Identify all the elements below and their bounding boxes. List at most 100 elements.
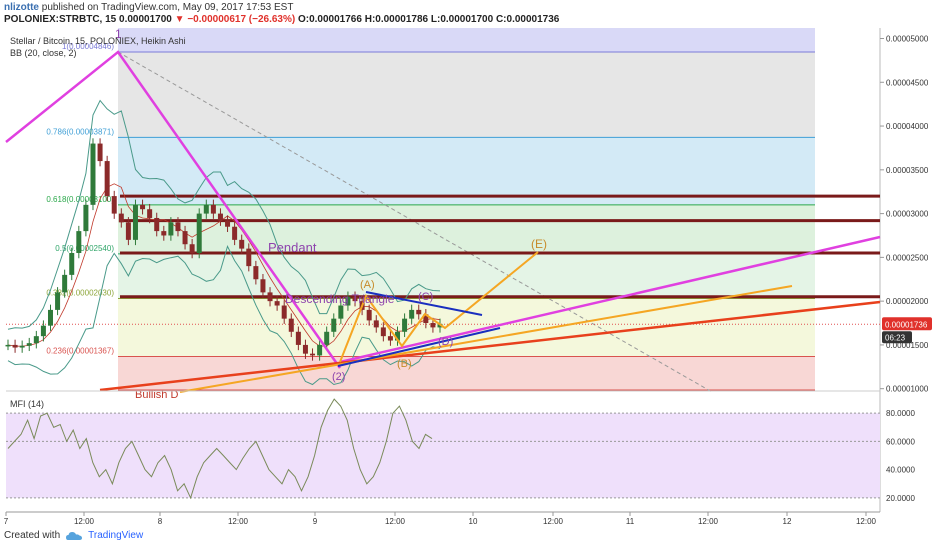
wave-2-label: (2) (332, 371, 345, 383)
x-tick-label: 11 (626, 517, 635, 526)
y-tick-label: 0.00003000 (886, 210, 929, 219)
candle-body (423, 314, 429, 324)
candle-body (366, 309, 372, 321)
candle-body (19, 345, 25, 348)
symbol-name: POLONIEX:STRBTC, 15 (4, 14, 117, 25)
candle-body (253, 266, 259, 280)
red-trendline (99, 300, 881, 392)
candle-body (196, 213, 202, 253)
candle-body (232, 226, 238, 240)
candle-body (118, 213, 124, 223)
candle-body (5, 344, 11, 347)
y-tick-label: 0.00005000 (886, 35, 929, 44)
bb-lower-band (7, 245, 441, 386)
bb-upper-band (7, 99, 441, 330)
y-tick-label: 0.00001000 (886, 385, 929, 394)
candle-body (317, 344, 323, 356)
candle-body (246, 248, 252, 267)
candle-body (225, 220, 231, 227)
triangle-label: Descending Triangle (285, 292, 395, 306)
candle-body (274, 301, 280, 306)
fib-label: 0.618(0.00003100) (46, 195, 114, 204)
y-tick-label: 0.00003500 (886, 166, 929, 175)
wave-1-label: 1 (115, 27, 122, 41)
candle-body (47, 309, 53, 326)
fib-label: 0.5(0.00002540) (55, 244, 114, 253)
publish-line: nlizotte published on TradingView.com, M… (4, 2, 293, 13)
y-tick-label: 0.00002500 (886, 253, 929, 262)
tradingview-cloud-icon (66, 531, 83, 540)
footer: Created with TradingView (4, 530, 143, 541)
candle-body (40, 325, 46, 337)
candle-body (83, 204, 89, 232)
candle-body (76, 231, 82, 253)
symbol-line: POLONIEX:STRBTC, 15 0.00001700 ▼ −0.0000… (4, 14, 559, 25)
mfi-tick-label: 60.0000 (886, 437, 915, 446)
candle-body (217, 213, 223, 221)
fib-label: 0.236(0.00001367) (46, 347, 114, 356)
x-tick-label: 8 (158, 517, 163, 526)
wave-d-label: (D) (438, 336, 453, 348)
countdown-tag (882, 331, 912, 344)
wave-b-label: (B) (397, 358, 412, 370)
trend-dash-line (117, 51, 713, 393)
wave-e-label: (E) (531, 237, 547, 251)
fib-zone (118, 356, 815, 390)
orange-wave-path (339, 251, 539, 363)
candle-body (416, 309, 422, 315)
mfi-line (7, 398, 433, 500)
y-tick-label: 0.00002000 (886, 297, 929, 306)
y-tick-label: 0.00001500 (886, 341, 929, 350)
price-change: ▼ −0.00000617 (−26.63%) (174, 14, 296, 25)
x-tick-label: 12:00 (74, 517, 95, 526)
price-tag-value: 0.00001736 (885, 320, 928, 329)
mfi-tick-label: 20.0000 (886, 494, 915, 503)
candle-body (302, 344, 308, 354)
author-name[interactable]: nlizotte (4, 2, 39, 13)
low-value: L:0.00001700 (430, 14, 494, 25)
candle-body (62, 274, 68, 293)
mfi-indicator-label[interactable]: MFI (14) (10, 399, 45, 409)
wave-c-label: (C) (418, 291, 433, 303)
candle-body (132, 204, 138, 240)
magenta-support-line (339, 235, 881, 364)
mfi-tick-label: 80.0000 (886, 409, 915, 418)
pennant-label: Pendant (268, 240, 317, 255)
fib-zone (118, 137, 815, 205)
mfi-tick-label: 40.0000 (886, 466, 915, 475)
tradingview-brand[interactable]: TradingView (88, 530, 144, 541)
candle-body (239, 239, 245, 249)
candle-body (111, 196, 117, 214)
triangle-lower-line (337, 327, 501, 367)
candle-body (281, 305, 287, 319)
candle-body (210, 204, 216, 214)
fib-zone (118, 204, 815, 254)
candle-body (55, 292, 61, 310)
x-tick-label: 12:00 (228, 517, 249, 526)
candle-body (310, 353, 316, 356)
price-tag (882, 317, 932, 331)
candle-body (395, 331, 401, 341)
y-tick-label: 0.00004000 (886, 122, 929, 131)
candle-body (189, 244, 195, 253)
x-tick-label: 7 (4, 517, 9, 526)
candle-body (140, 204, 146, 210)
created-with: Created with (4, 530, 61, 541)
x-tick-label: 12:00 (856, 517, 877, 526)
candle-body (182, 231, 188, 245)
bullish-label: Bullish D (135, 389, 178, 401)
candle-body (168, 222, 174, 236)
bb-basis (7, 183, 441, 347)
x-tick-label: 12 (783, 517, 792, 526)
fib-label: 0.382(0.00002030) (46, 289, 114, 298)
chart-title: Stellar / Bitcoin, 15, POLONIEX, Heikin … (10, 36, 186, 46)
fib-zone (118, 253, 815, 299)
bb-indicator-label[interactable]: BB (20, close, 2) (10, 48, 77, 58)
fib-label: 1(0.00004846) (62, 42, 114, 51)
candle-body (125, 222, 131, 240)
candle-body (69, 252, 75, 275)
high-value: H:0.00001786 (364, 14, 429, 25)
candle-body (104, 161, 110, 197)
candle-body (203, 204, 209, 214)
